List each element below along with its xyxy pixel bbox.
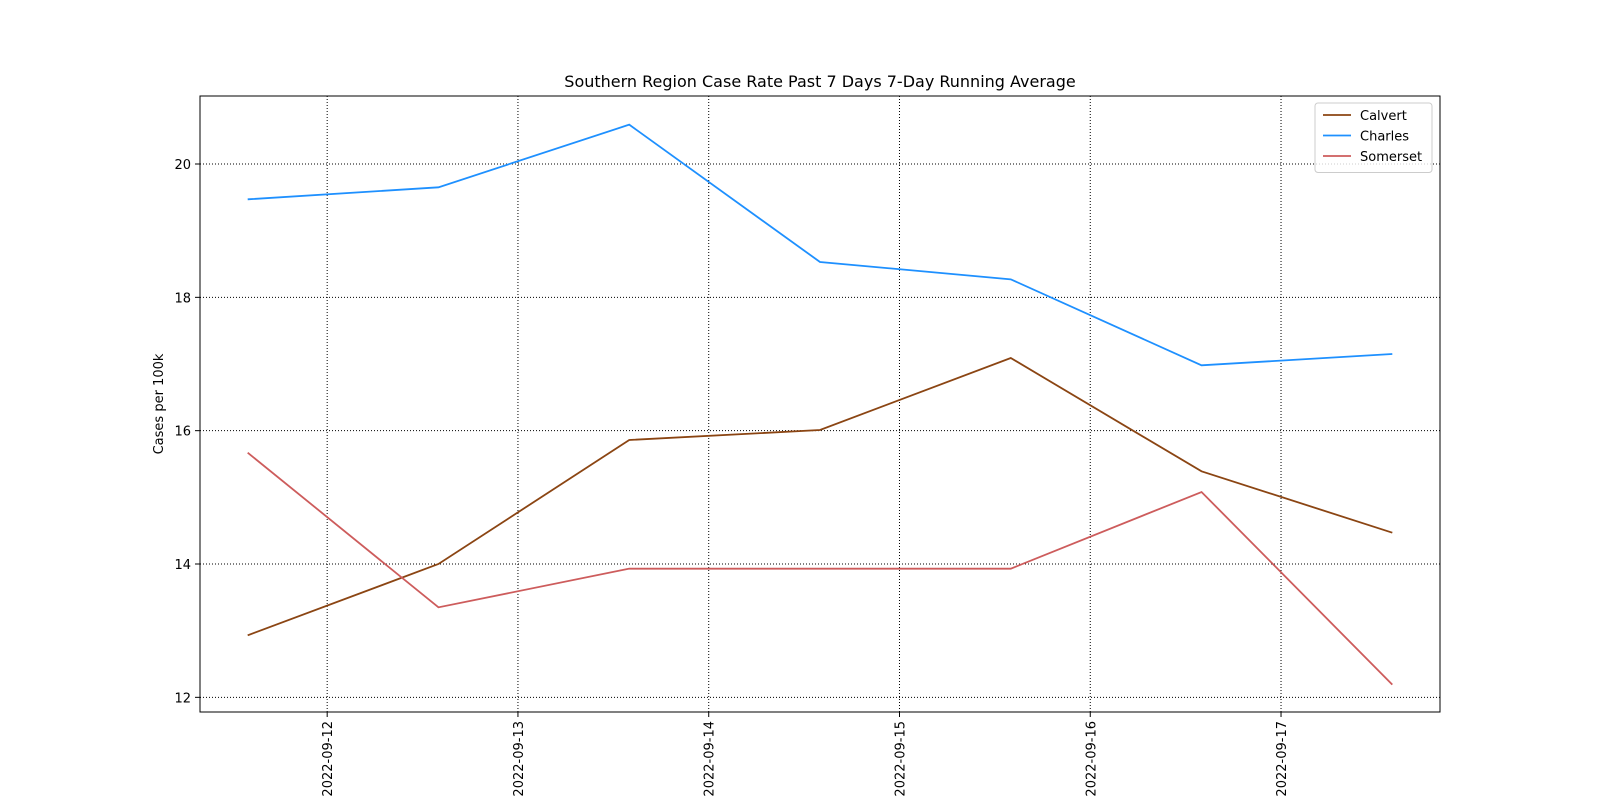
series-line-charles xyxy=(247,123,1393,367)
chart-title: Southern Region Case Rate Past 7 Days 7-… xyxy=(564,72,1075,91)
legend-label: Charles xyxy=(1360,130,1409,145)
legend-label: Calvert xyxy=(1360,109,1407,124)
x-tick-label: 2022-09-17 xyxy=(1275,721,1290,797)
y-axis-ticks: 12 14 16 18 20 xyxy=(174,158,200,706)
x-axis-ticks: 2022-09-12 2022-09-13 2022-09-14 2022-09-15… xyxy=(321,712,1290,797)
grid-lines xyxy=(200,96,1440,712)
y-tick-label: 12 xyxy=(174,691,191,706)
plot-area xyxy=(199,95,1441,713)
x-tick-label: 2022-09-15 xyxy=(893,721,908,797)
x-tick-label: 2022-09-12 xyxy=(321,721,336,797)
y-tick-label: 16 xyxy=(174,425,191,440)
series-line-somerset xyxy=(247,451,1393,686)
x-tick-label: 2022-09-14 xyxy=(703,721,718,797)
legend-label: Somerset xyxy=(1360,150,1422,165)
y-tick-label: 18 xyxy=(174,291,191,306)
y-axis-label: Cases per 100k xyxy=(152,353,167,454)
legend: Calvert Charles Somerset xyxy=(1314,102,1433,173)
series-lines xyxy=(247,123,1393,686)
y-tick-label: 14 xyxy=(174,558,191,573)
series-line-calvert xyxy=(247,357,1393,637)
x-tick-label: 2022-09-16 xyxy=(1084,721,1099,797)
y-tick-label: 20 xyxy=(174,158,191,173)
x-tick-label: 2022-09-13 xyxy=(512,721,527,797)
